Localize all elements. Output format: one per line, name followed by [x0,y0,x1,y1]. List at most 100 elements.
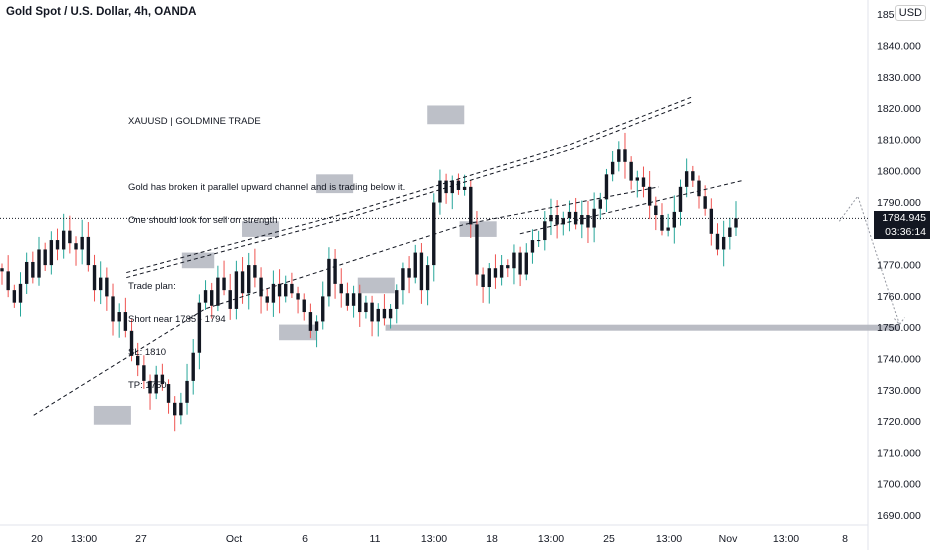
candle-body [524,252,528,275]
y-tick-label: 1750.000 [877,322,921,334]
annotation-line: Gold has broken it parallel upward chann… [128,182,406,193]
candle-body [123,312,128,331]
candle-body [364,302,368,313]
x-tick-label: 11 [370,533,381,545]
candle-body [37,249,41,278]
candle-body [148,380,152,394]
x-tick-label: 6 [302,533,308,545]
candle-body [142,365,146,381]
support-resistance-zone [427,105,465,125]
candle-body [660,215,664,231]
annotation-line [128,149,405,160]
candle-body [666,227,670,231]
support-resistance-zone [357,277,395,294]
candle-body [444,180,448,194]
candle-body [703,196,707,209]
candle-body [555,215,559,225]
candle-body [543,221,547,241]
candle-body [654,205,658,216]
candle-body [401,268,405,291]
candle-body [376,308,380,322]
candle-body [610,161,615,175]
candle-body [580,215,584,225]
annotation-line: Trade plan: [128,281,176,292]
candle-body [43,249,47,266]
annotation-line: Short near 1785 - 1794 [128,314,226,325]
x-tick-label: 13:00 [773,533,799,545]
candle-body [438,180,442,203]
candle-body [567,211,572,219]
candle-body [284,283,288,297]
candle-body [222,277,226,291]
candle-body [475,224,479,275]
y-tick-label: 1770.000 [877,260,921,272]
candle-body [216,277,220,306]
candle-body [247,265,251,294]
annotation-line: TP: 1750 [128,380,167,391]
candle-body [228,290,232,309]
candle-body [98,277,103,291]
candle-body [351,293,356,306]
bar-countdown-label: 03:36:14 [874,225,930,240]
candle-body [173,402,177,416]
candle-body [709,208,714,234]
candle-body [450,180,454,194]
candle-body [302,299,306,313]
x-tick-label: 18 [486,533,498,545]
trade-annotation: XAUUSD | GOLDMINE TRADE Gold has broken … [128,94,405,413]
candle-body [691,171,695,181]
candle-body [407,268,411,278]
candle-body [623,149,627,162]
candle-body [721,236,726,250]
candle-body [728,227,732,237]
x-tick-label: 13:00 [421,533,447,545]
candle-body [136,355,140,366]
candle-body [333,258,337,284]
y-tick-label: 1760.000 [877,291,921,303]
annotation-line: One should look for sell on strength [128,215,278,226]
currency-selector[interactable]: USD [894,5,926,21]
y-tick-label: 1820.000 [877,103,921,115]
channel-break-line [519,180,743,235]
candle-body [265,296,269,303]
candle-body [117,312,121,322]
candle-body [166,384,171,403]
candle-body [308,312,313,331]
candle-body [530,240,535,253]
candle-body [259,277,263,297]
channel-lower-line [33,186,659,416]
candle-body [240,271,245,294]
candle-body [49,240,54,266]
channel-upper-line [126,101,692,279]
candle-body [462,186,467,190]
candle-body [197,302,202,353]
y-tick-label: 1800.000 [877,166,921,178]
channel-upper-line [126,96,692,274]
candle-body [518,252,522,275]
candle-body [469,186,473,225]
candle-body [481,274,485,288]
candle-body [456,180,461,190]
candle-body [92,265,97,291]
candle-body [345,293,350,306]
candle-body [734,218,738,228]
candle-body [641,177,646,187]
symbol-title: Gold Spot / U.S. Dollar, 4h, OANDA [6,6,197,18]
x-tick-label: 8 [842,533,848,545]
candle-body [432,202,436,266]
take-profit-level [385,324,900,331]
candle-body [586,215,590,228]
candle-body [413,252,417,278]
candle-body [61,230,66,250]
candle-body [271,283,276,303]
candle-body [358,293,362,313]
candle-body [277,283,282,297]
candle-body [290,283,294,294]
candle-body [321,296,325,322]
candle-body [160,374,165,385]
support-resistance-zone [316,174,354,194]
x-tick-label: 13:00 [71,533,97,545]
candle-body [672,211,677,228]
